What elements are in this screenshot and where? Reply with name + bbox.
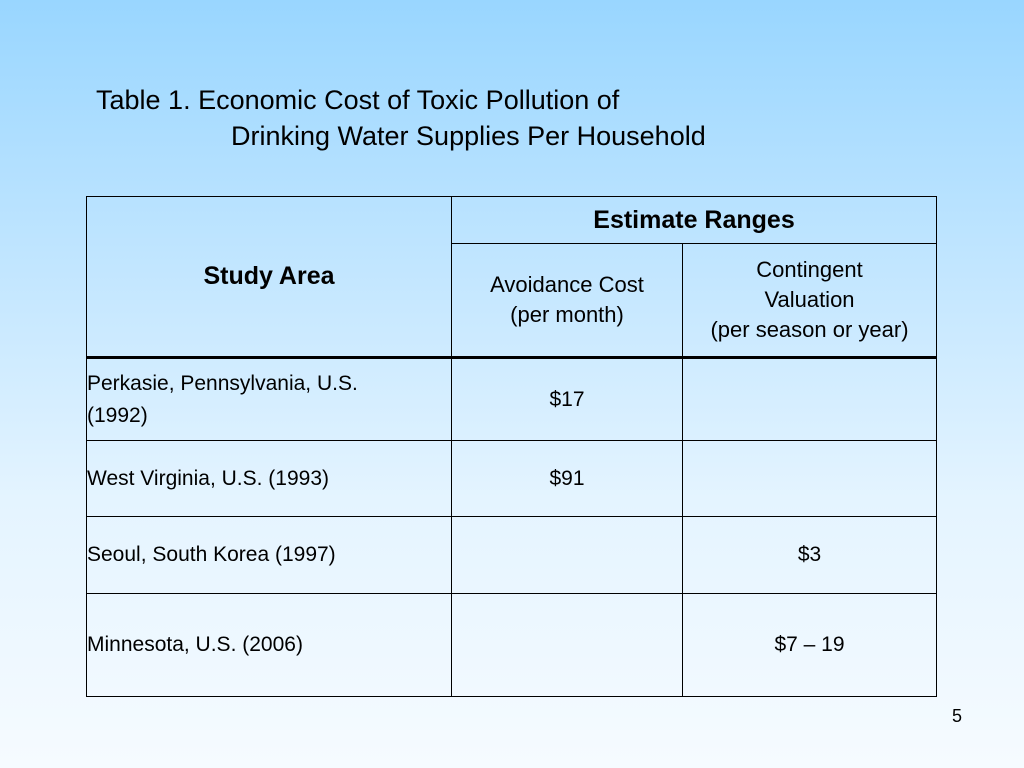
study-area-cell: Minnesota, U.S. (2006): [86, 593, 452, 697]
cost-table: Study Area Estimate Ranges Avoidance Cos…: [86, 196, 937, 697]
avoidance-cost-cell: [451, 516, 683, 594]
avoidance-cost-cell: $17: [451, 357, 683, 441]
area-line-2: (1992): [87, 403, 148, 427]
avoidance-cost-cell: $91: [451, 440, 683, 517]
study-area-cell: Perkasie, Pennsylvania, U.S. (1992): [86, 357, 452, 441]
contingent-header-line-1: Contingent: [756, 257, 863, 282]
avoidance-header-line-2: (per month): [510, 302, 624, 327]
contingent-valuation-cell: $7 – 19: [682, 593, 937, 697]
header-row-2: Avoidance Cost (per month) Contingent Va…: [87, 243, 937, 359]
table-row: Seoul, South Korea (1997) $3: [86, 516, 937, 594]
study-area-header: Study Area: [86, 196, 452, 359]
title-line-2: Drinking Water Supplies Per Household: [231, 121, 706, 151]
contingent-header-line-2: Valuation: [764, 287, 855, 312]
area-line-1: Perkasie, Pennsylvania, U.S.: [87, 371, 358, 395]
study-area-cell: West Virginia, U.S. (1993): [86, 440, 452, 517]
table-row: West Virginia, U.S. (1993) $91: [86, 440, 937, 517]
avoidance-cost-cell: [451, 593, 683, 697]
avoidance-cost-header: Avoidance Cost (per month): [451, 243, 683, 359]
contingent-valuation-cell: [682, 357, 937, 441]
contingent-valuation-cell: $3: [682, 516, 937, 594]
estimate-ranges-header: Estimate Ranges: [451, 196, 937, 244]
study-area-cell: Seoul, South Korea (1997): [86, 516, 452, 594]
title-line-1: Table 1. Economic Cost of Toxic Pollutio…: [96, 85, 620, 115]
contingent-valuation-header: Contingent Valuation (per season or year…: [682, 243, 937, 359]
table-row: Minnesota, U.S. (2006) $7 – 19: [86, 593, 937, 697]
slide-title: Table 1. Economic Cost of Toxic Pollutio…: [96, 82, 706, 154]
contingent-header-line-3: (per season or year): [710, 317, 909, 342]
table-row: Perkasie, Pennsylvania, U.S. (1992) $17: [86, 357, 937, 441]
contingent-valuation-cell: [682, 440, 937, 517]
header-row-1: Study Area Estimate Ranges: [86, 196, 937, 359]
avoidance-header-line-1: Avoidance Cost: [490, 272, 644, 297]
page-number: 5: [951, 706, 962, 726]
